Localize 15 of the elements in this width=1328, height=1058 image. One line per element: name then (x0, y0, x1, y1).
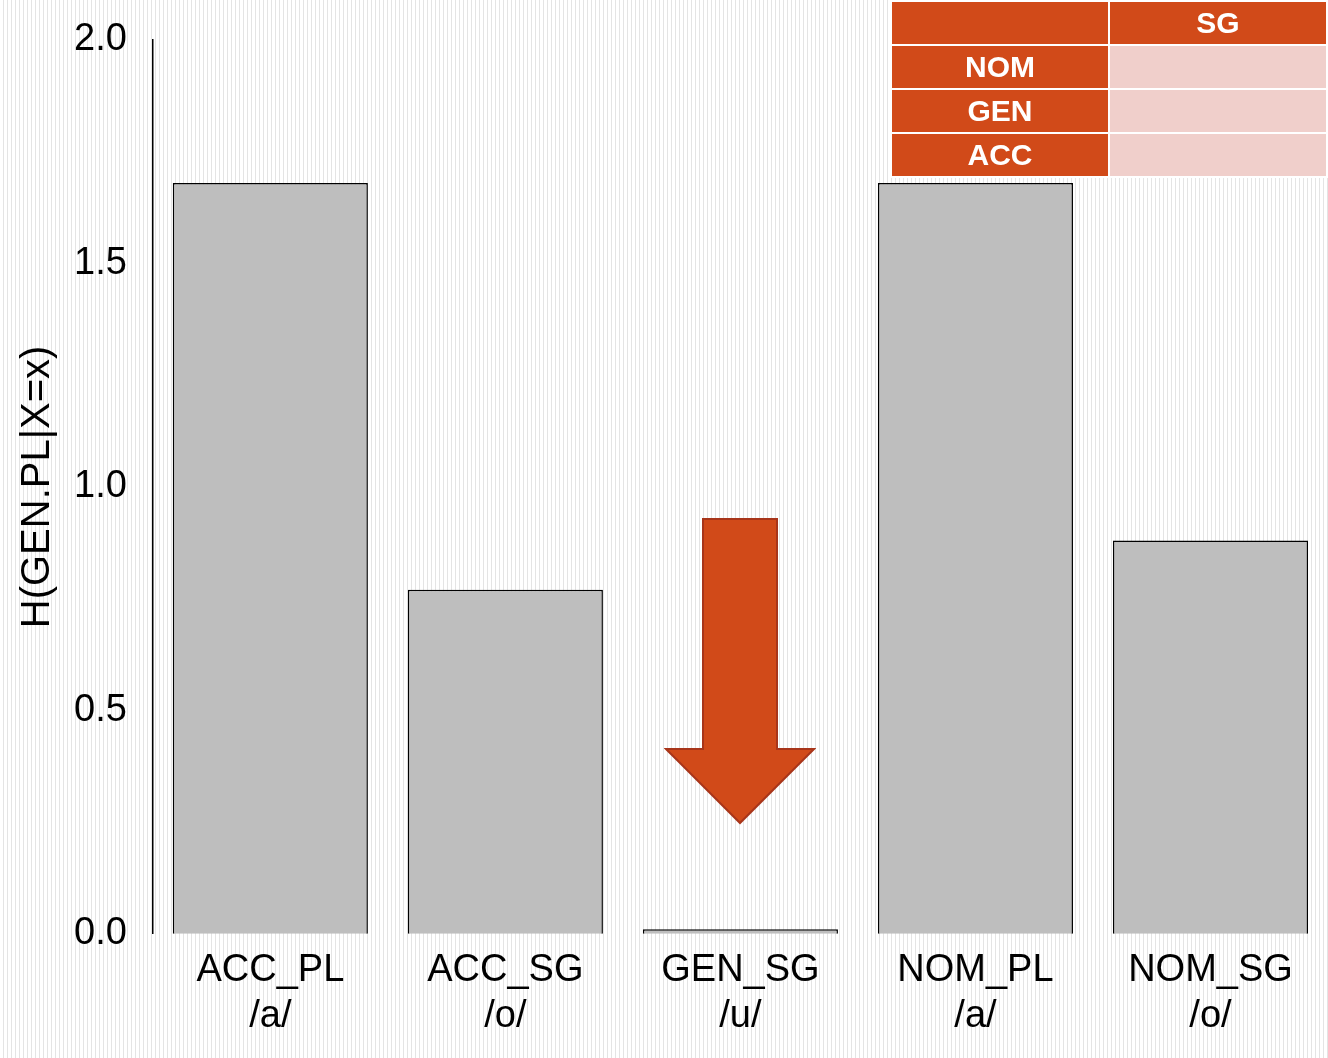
y-tick-label: 0.5 (74, 686, 127, 729)
x-tick-label: NOM_PL /a/ (897, 947, 1054, 1035)
annotation: SG (1109, 1, 1327, 45)
y-tick-label: 1.0 (74, 463, 127, 506)
annotation: GEN (891, 89, 1109, 133)
x-tick-label: GEN_SG /u/ (661, 947, 820, 1035)
y-tick-label: 2.0 (74, 16, 127, 59)
annotation: ACC (891, 133, 1109, 177)
x-tick-label: ACC_PL /a/ (196, 947, 345, 1035)
y-tick-label: 1.5 (74, 239, 127, 282)
x-tick-label: ACC_SG /o/ (427, 947, 584, 1035)
x-tick-label: NOM_SG /o/ (1128, 947, 1293, 1035)
y-tick-label: 0.0 (74, 910, 127, 953)
annotation: NOM (891, 45, 1109, 89)
y-axis-title: H(GEN.PL|X=x) (13, 345, 58, 629)
